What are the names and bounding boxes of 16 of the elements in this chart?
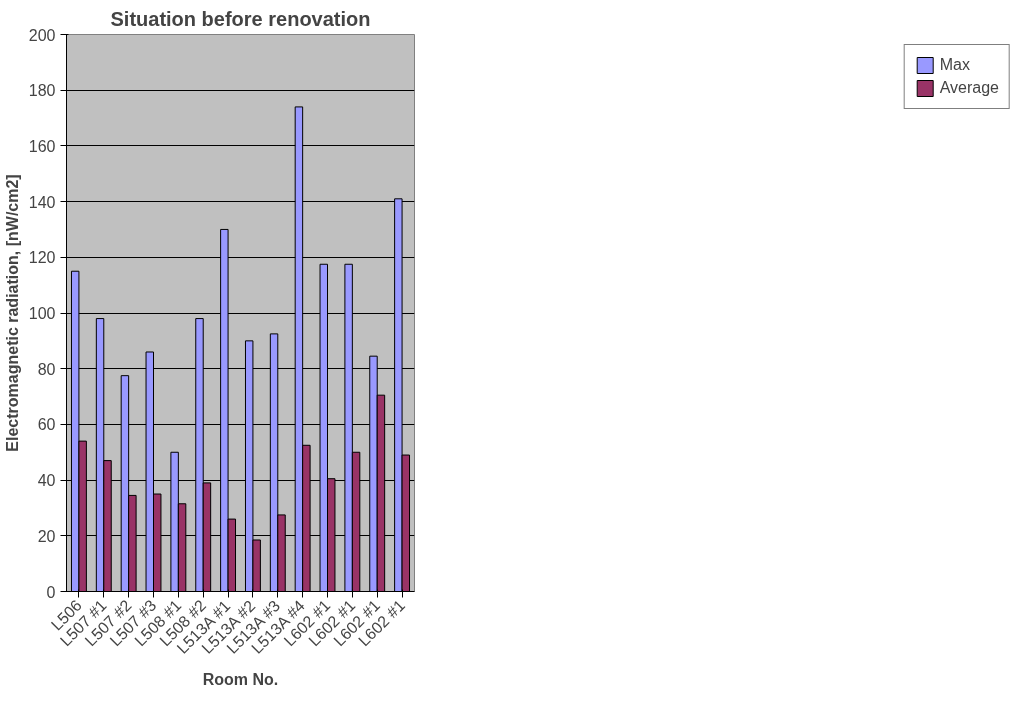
- x-axis-title: Room No.: [202, 670, 279, 688]
- y-tick-label: 120: [28, 249, 56, 267]
- legend-label: Max: [939, 56, 970, 74]
- y-tick-label: 160: [28, 137, 56, 155]
- y-tick-label: 0: [46, 583, 56, 601]
- y-tick-label: 40: [37, 472, 56, 490]
- y-tick-label: 200: [28, 26, 56, 44]
- y-tick-label: 60: [37, 416, 56, 434]
- y-tick-label: 20: [37, 527, 56, 545]
- y-tick-label: 140: [28, 193, 56, 211]
- y-axis-title: Electromagnetic radiation, [nW/cm2]: [3, 174, 21, 452]
- chart-title: Situation before renovation: [110, 7, 371, 30]
- legend-label: Average: [939, 79, 999, 97]
- y-tick-label: 180: [28, 82, 56, 100]
- y-tick-label: 100: [28, 305, 56, 322]
- y-tick-label: 80: [37, 360, 56, 378]
